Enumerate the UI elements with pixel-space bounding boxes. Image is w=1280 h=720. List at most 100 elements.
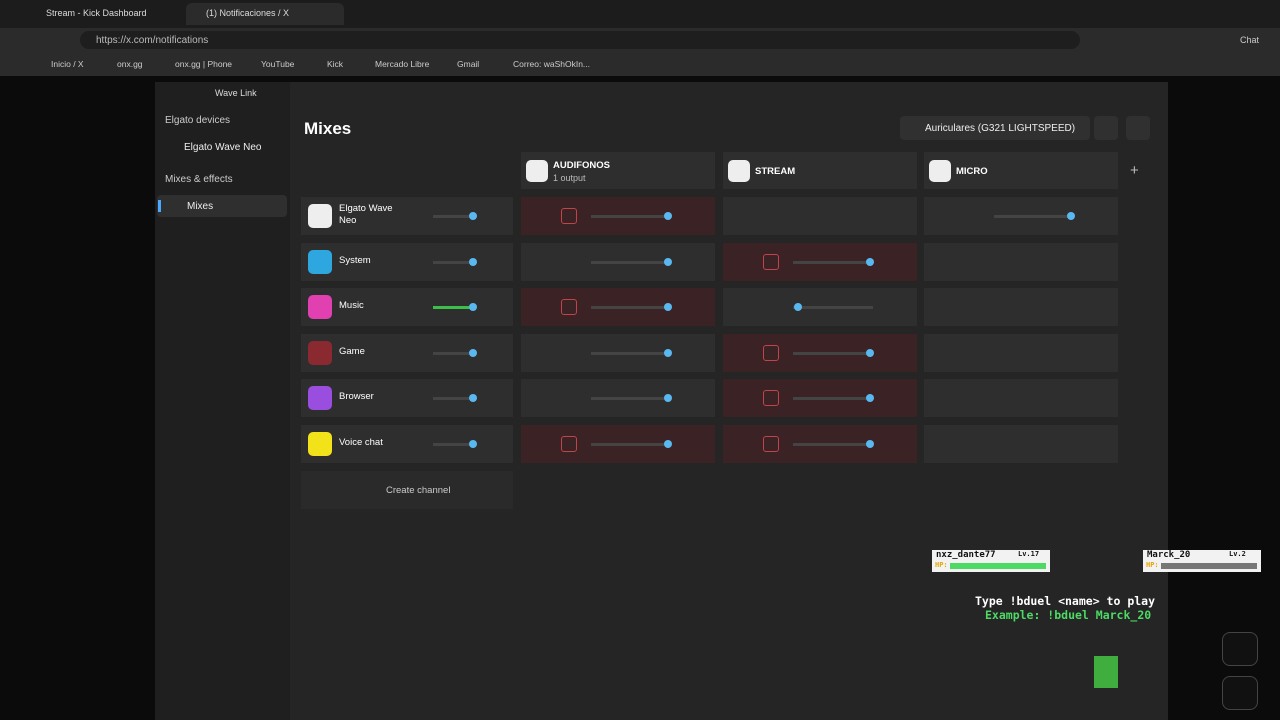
heading: Mixes — [304, 119, 352, 138]
mix-slider[interactable] — [793, 397, 873, 401]
mix-slider[interactable] — [793, 443, 873, 446]
channel-row — [301, 425, 513, 463]
mix-slider[interactable] — [793, 351, 873, 355]
bookmark[interactable]: Correo: waShOkIn... — [513, 59, 591, 69]
tab-title[interactable]: Stream - Kick Dashboard — [46, 8, 147, 18]
slider-knob[interactable] — [866, 257, 874, 266]
channel-name: Browser — [339, 391, 374, 403]
channel-slider[interactable] — [433, 215, 475, 218]
mix-header[interactable] — [723, 152, 917, 189]
slider-knob[interactable] — [469, 212, 477, 220]
mix-cell — [723, 197, 917, 235]
mix-slider[interactable] — [591, 351, 671, 355]
mix-name: AUDIFONOS — [553, 160, 610, 171]
bookmark[interactable]: YouTube — [261, 59, 295, 69]
slider-knob[interactable] — [664, 212, 672, 220]
mute-button[interactable] — [561, 299, 577, 316]
chat-bubble-button[interactable] — [1222, 676, 1258, 710]
mix-slider[interactable] — [793, 260, 873, 264]
mix-slider[interactable] — [994, 215, 1074, 218]
sidebar-section: Elgato devices — [165, 115, 231, 126]
slider-knob[interactable] — [1067, 212, 1075, 220]
mute-button[interactable] — [561, 254, 577, 270]
channel-slider[interactable] — [433, 306, 475, 310]
slider-knob[interactable] — [469, 394, 477, 403]
collapse-button[interactable] — [1126, 116, 1150, 140]
sidebar-item[interactable]: Elgato Wave Neo — [184, 142, 262, 153]
address-bar[interactable] — [80, 31, 1080, 49]
mute-button[interactable] — [763, 253, 779, 270]
device-selector[interactable] — [900, 116, 1090, 140]
channel-slider[interactable] — [433, 260, 475, 264]
slider-knob[interactable] — [469, 348, 477, 357]
mix-cell — [924, 288, 1118, 327]
channel-icon — [308, 386, 332, 411]
mix-slider[interactable] — [591, 215, 671, 218]
mute-button[interactable] — [561, 390, 577, 406]
mix-cell — [924, 379, 1118, 418]
overlay-button[interactable] — [1222, 632, 1258, 666]
add-mix[interactable]: + — [1130, 162, 1139, 179]
url[interactable]: https://x.com/notifications — [96, 35, 209, 46]
mute-button[interactable] — [964, 208, 980, 224]
channel-name: Elgato Wave Neo — [339, 203, 393, 226]
mix-slider[interactable] — [591, 443, 671, 446]
slider-knob[interactable] — [664, 394, 672, 403]
mix-slider[interactable] — [591, 306, 671, 310]
mix-slider[interactable] — [591, 260, 671, 264]
mix-icon — [526, 160, 548, 182]
bookmark[interactable]: Inicio / X — [51, 59, 84, 69]
bookmark[interactable]: onx.gg | Phone — [175, 59, 233, 69]
hp-label: HP: — [1146, 561, 1159, 569]
app-title: Wave Link — [215, 88, 257, 98]
bookmark[interactable]: onx.gg — [117, 59, 143, 69]
slider-knob[interactable] — [664, 303, 672, 312]
slider-knob[interactable] — [866, 394, 874, 403]
mute-button[interactable] — [561, 436, 577, 452]
slider-knob[interactable] — [664, 440, 672, 448]
slider-knob[interactable] — [664, 348, 672, 357]
mute-button[interactable] — [561, 208, 577, 224]
sidebar-item[interactable]: Mixes — [187, 201, 214, 212]
share-button[interactable] — [1094, 116, 1118, 140]
channel-icon — [308, 432, 332, 456]
sidebar-section: Mixes & effects — [165, 174, 233, 185]
create-channel[interactable]: Create channel — [386, 485, 451, 496]
bookmark[interactable]: Gmail — [457, 59, 480, 69]
channel-slider[interactable] — [433, 443, 475, 446]
mix-header[interactable] — [521, 152, 715, 189]
mute-button[interactable] — [763, 390, 779, 407]
slider-knob[interactable] — [866, 348, 874, 357]
device-name[interactable]: Auriculares (G321 LIGHTSPEED) — [925, 123, 1076, 134]
slider-knob[interactable] — [469, 303, 477, 312]
channel-row — [301, 197, 513, 235]
mix-slider[interactable] — [591, 397, 671, 401]
mix-name: STREAM — [755, 166, 796, 177]
tab[interactable] — [186, 3, 344, 25]
tab[interactable] — [26, 3, 184, 25]
channel-row — [301, 333, 513, 372]
bookmark[interactable]: Kick — [327, 59, 344, 69]
mute-button[interactable] — [561, 345, 577, 361]
slider-knob[interactable] — [664, 257, 672, 266]
mute-button[interactable] — [763, 436, 779, 452]
chat-button[interactable]: Chat — [1240, 35, 1260, 45]
tab-title[interactable]: (1) Notificaciones / X — [206, 8, 290, 18]
mix-header[interactable] — [924, 152, 1118, 189]
channel-row — [301, 288, 513, 327]
mix-slider[interactable] — [793, 306, 873, 310]
channel-name: System — [339, 254, 371, 266]
slider-knob[interactable] — [469, 257, 477, 266]
bookmark[interactable]: Mercado Libre — [375, 59, 430, 69]
creeper-sprite — [1094, 656, 1118, 688]
create-channel-button[interactable] — [301, 471, 513, 509]
slider-knob[interactable] — [866, 440, 874, 448]
mute-button[interactable] — [763, 299, 779, 315]
channel-icon — [308, 340, 332, 365]
slider-knob[interactable] — [794, 303, 802, 312]
channel-slider[interactable] — [433, 351, 475, 355]
mute-button[interactable] — [763, 344, 779, 361]
channel-slider[interactable] — [433, 397, 475, 401]
slider-knob[interactable] — [469, 440, 477, 448]
